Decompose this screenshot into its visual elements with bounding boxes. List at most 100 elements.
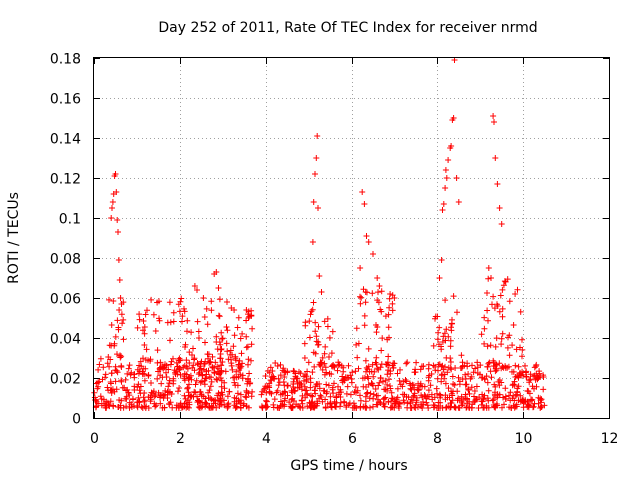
- data-point: [362, 289, 369, 295]
- data-point: [216, 403, 223, 409]
- data-point: [338, 389, 344, 396]
- data-point: [438, 378, 445, 385]
- data-point: [321, 350, 328, 357]
- data-point: [192, 389, 199, 396]
- data-point: [294, 384, 301, 391]
- data-point: [411, 392, 418, 399]
- data-point: [179, 318, 185, 325]
- data-point: [522, 362, 528, 369]
- data-point: [223, 340, 230, 347]
- data-point: [224, 393, 231, 400]
- data-point: [394, 370, 401, 377]
- data-point: [194, 318, 201, 325]
- data-point: [140, 355, 146, 362]
- data-point: [136, 311, 143, 318]
- data-point: [425, 377, 432, 384]
- data-point: [450, 115, 457, 121]
- data-point: [450, 293, 457, 300]
- data-point: [297, 380, 304, 387]
- chart-title: Day 252 of 2011, Rate Of TEC Index for r…: [158, 20, 537, 36]
- data-point: [379, 335, 386, 342]
- data-point: [108, 215, 115, 221]
- data-point: [370, 251, 376, 257]
- data-point: [276, 405, 283, 411]
- data-point: [104, 384, 111, 391]
- data-point: [231, 379, 238, 386]
- data-point: [389, 300, 396, 307]
- data-point: [421, 383, 428, 390]
- data-point: [213, 269, 220, 275]
- data-point: [359, 189, 366, 195]
- data-point: [118, 397, 125, 404]
- data-point: [344, 374, 351, 381]
- data-point: [263, 397, 270, 404]
- data-point: [501, 401, 507, 408]
- data-point: [357, 397, 364, 404]
- data-point: [385, 324, 392, 331]
- data-point: [201, 314, 208, 320]
- data-point: [515, 383, 522, 390]
- data-point: [413, 397, 420, 404]
- data-point: [234, 390, 241, 397]
- data-point: [498, 335, 505, 342]
- data-point: [530, 404, 536, 411]
- data-point: [272, 360, 279, 366]
- data-point: [240, 400, 247, 407]
- data-point: [423, 399, 430, 406]
- data-point: [361, 312, 368, 319]
- data-point: [442, 185, 449, 191]
- data-point: [374, 297, 381, 304]
- data-point: [105, 354, 112, 360]
- data-point: [484, 307, 491, 314]
- data-point: [217, 392, 224, 399]
- data-point: [106, 363, 113, 370]
- data-point: [267, 364, 274, 371]
- data-point: [189, 364, 196, 371]
- y-tick-label: 0.18: [50, 52, 81, 68]
- data-point: [202, 395, 209, 402]
- data-point: [177, 371, 184, 378]
- data-point: [462, 371, 469, 378]
- data-point: [362, 357, 369, 364]
- data-point: [182, 341, 189, 348]
- data-point: [349, 369, 356, 376]
- data-point: [314, 133, 321, 139]
- data-point: [448, 143, 455, 149]
- data-point: [224, 327, 231, 334]
- data-point: [433, 385, 440, 392]
- data-point: [126, 404, 133, 411]
- y-tick-label: 0.06: [50, 292, 81, 308]
- data-point: [463, 395, 470, 402]
- data-point: [108, 370, 115, 377]
- data-point: [147, 392, 154, 399]
- data-point: [207, 405, 214, 411]
- data-point: [246, 380, 253, 387]
- data-point: [319, 366, 326, 373]
- data-point: [103, 398, 110, 405]
- data-point: [114, 317, 121, 324]
- data-point: [202, 401, 209, 408]
- data-point: [239, 372, 246, 379]
- data-point: [190, 393, 197, 400]
- data-point: [198, 392, 205, 399]
- data-point: [238, 350, 245, 357]
- data-point: [205, 367, 212, 374]
- data-point: [479, 398, 486, 405]
- data-point: [454, 388, 461, 395]
- data-point: [242, 393, 249, 400]
- data-point: [142, 311, 149, 318]
- data-point: [440, 201, 447, 207]
- data-point: [377, 364, 384, 371]
- data-point: [136, 387, 143, 394]
- data-point: [447, 343, 454, 350]
- data-point: [384, 336, 391, 343]
- data-point: [369, 290, 376, 297]
- data-point: [232, 382, 239, 389]
- data-point: [152, 328, 159, 334]
- data-point: [141, 342, 148, 348]
- data-point: [314, 398, 321, 405]
- data-point: [370, 391, 377, 398]
- data-point: [177, 357, 184, 363]
- data-point: [418, 401, 425, 408]
- data-point: [144, 307, 150, 314]
